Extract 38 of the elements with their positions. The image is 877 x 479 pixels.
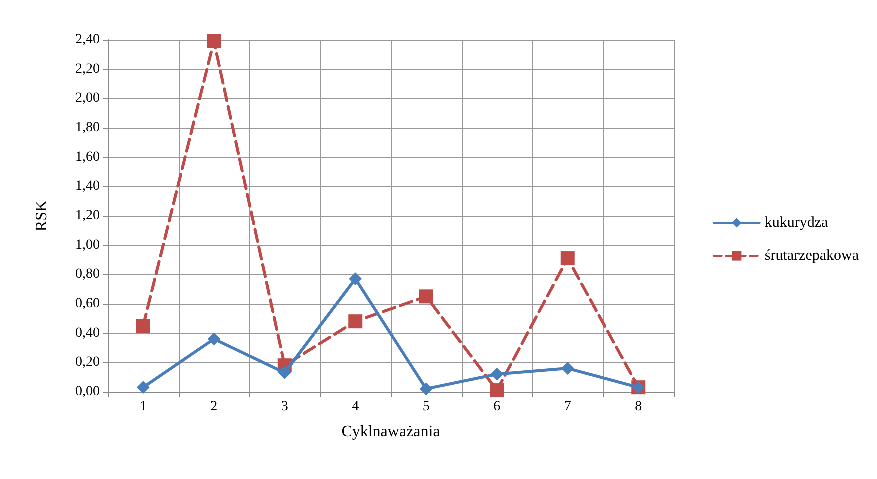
point xyxy=(420,382,433,396)
y-tick-label: 1,60 xyxy=(76,150,100,165)
x-tick-label: 1 xyxy=(140,400,147,414)
point xyxy=(348,314,363,329)
y-tick-label: 1,20 xyxy=(76,208,100,224)
point xyxy=(208,332,221,346)
point xyxy=(207,34,222,48)
x-tick-label: 2 xyxy=(210,400,218,414)
y-tick-label: 1,00 xyxy=(76,238,100,253)
y-tick-label: 2,20 xyxy=(76,62,100,77)
point xyxy=(349,272,362,286)
point xyxy=(136,319,150,333)
x-tick-label: 6 xyxy=(494,400,501,414)
point xyxy=(560,252,575,266)
y-axis-title: RSK xyxy=(34,200,50,232)
y-tick-label: 0,20 xyxy=(76,355,100,370)
y-tick-label: 2,00 xyxy=(76,91,100,106)
y-tick-label: 0,00 xyxy=(76,384,100,400)
y-tick-label: 0,60 xyxy=(76,296,100,312)
y-tick-label: 1,80 xyxy=(76,120,100,136)
x-tick-label: 7 xyxy=(564,400,572,414)
legend-label: kukurydza xyxy=(764,215,829,231)
point xyxy=(490,368,504,381)
y-tick-label: 1,40 xyxy=(76,179,100,194)
y-tick-label: 0,40 xyxy=(76,326,100,341)
point xyxy=(561,362,574,376)
y-tick-label: 0,80 xyxy=(76,267,100,282)
x-tick-label: 3 xyxy=(281,400,288,414)
x-axis-title: Cyklnaważania xyxy=(342,424,440,440)
x-tick-label: 5 xyxy=(422,400,430,414)
point xyxy=(490,384,504,398)
x-tick-label: 8 xyxy=(635,400,642,414)
x-tick-label: 4 xyxy=(352,400,360,414)
point xyxy=(136,381,150,394)
legend-label: śrutarzepakowa xyxy=(764,248,860,264)
point xyxy=(278,366,292,380)
point xyxy=(419,290,434,304)
y-tick-label: 2,40 xyxy=(76,32,100,48)
